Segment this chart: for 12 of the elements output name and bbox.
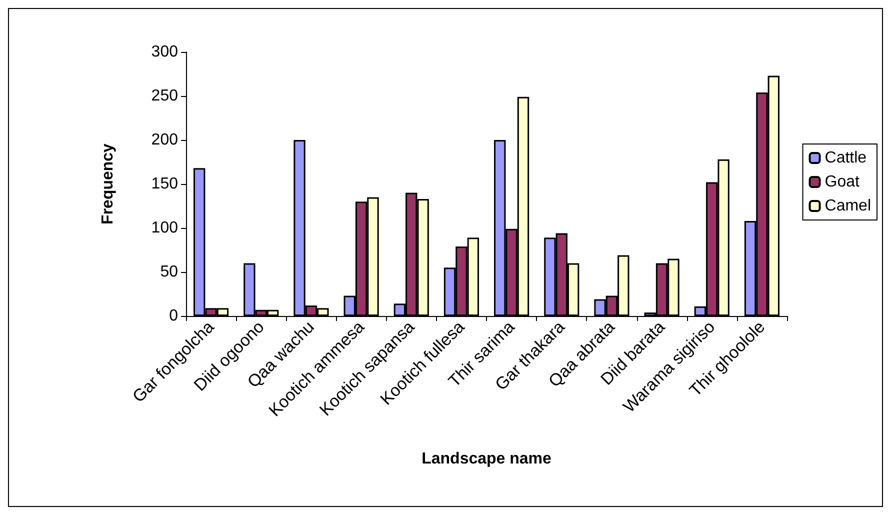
y-tick-label: 150 bbox=[151, 176, 178, 192]
y-axis-title: Frequency bbox=[100, 143, 116, 224]
y-tick-label: 200 bbox=[151, 132, 178, 148]
x-axis-title: Landscape name bbox=[422, 450, 552, 468]
y-tick-label: 0 bbox=[169, 308, 178, 324]
y-tick-label: 250 bbox=[151, 88, 178, 104]
y-tick-label: 100 bbox=[151, 220, 178, 236]
y-tick-label: 300 bbox=[151, 44, 178, 60]
legend-label: Cattle bbox=[824, 150, 867, 166]
legend-label: Camel bbox=[824, 198, 871, 214]
legend-label: Goat bbox=[824, 174, 860, 190]
y-tick-label: 50 bbox=[160, 264, 178, 280]
